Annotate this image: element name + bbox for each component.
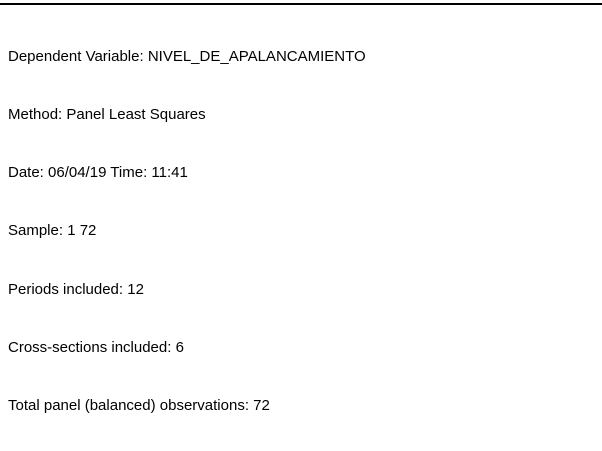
top-rule bbox=[0, 3, 602, 5]
info-line-sample: Sample: 1 72 bbox=[8, 222, 97, 240]
info-line-date-time: Date: 06/04/19 Time: 11:41 bbox=[8, 164, 188, 182]
info-block: Dependent Variable: NIVEL_DE_APALANCAMIE… bbox=[0, 5, 602, 451]
info-line-dependent-variable: Dependent Variable: NIVEL_DE_APALANCAMIE… bbox=[8, 47, 366, 65]
info-line-method: Method: Panel Least Squares bbox=[8, 106, 206, 124]
info-line-periods-included: Periods included: 12 bbox=[8, 280, 144, 298]
info-line-cross-sections-included: Cross-sections included: 6 bbox=[8, 338, 184, 356]
info-line-total-observations: Total panel (balanced) observations: 72 bbox=[8, 397, 270, 415]
